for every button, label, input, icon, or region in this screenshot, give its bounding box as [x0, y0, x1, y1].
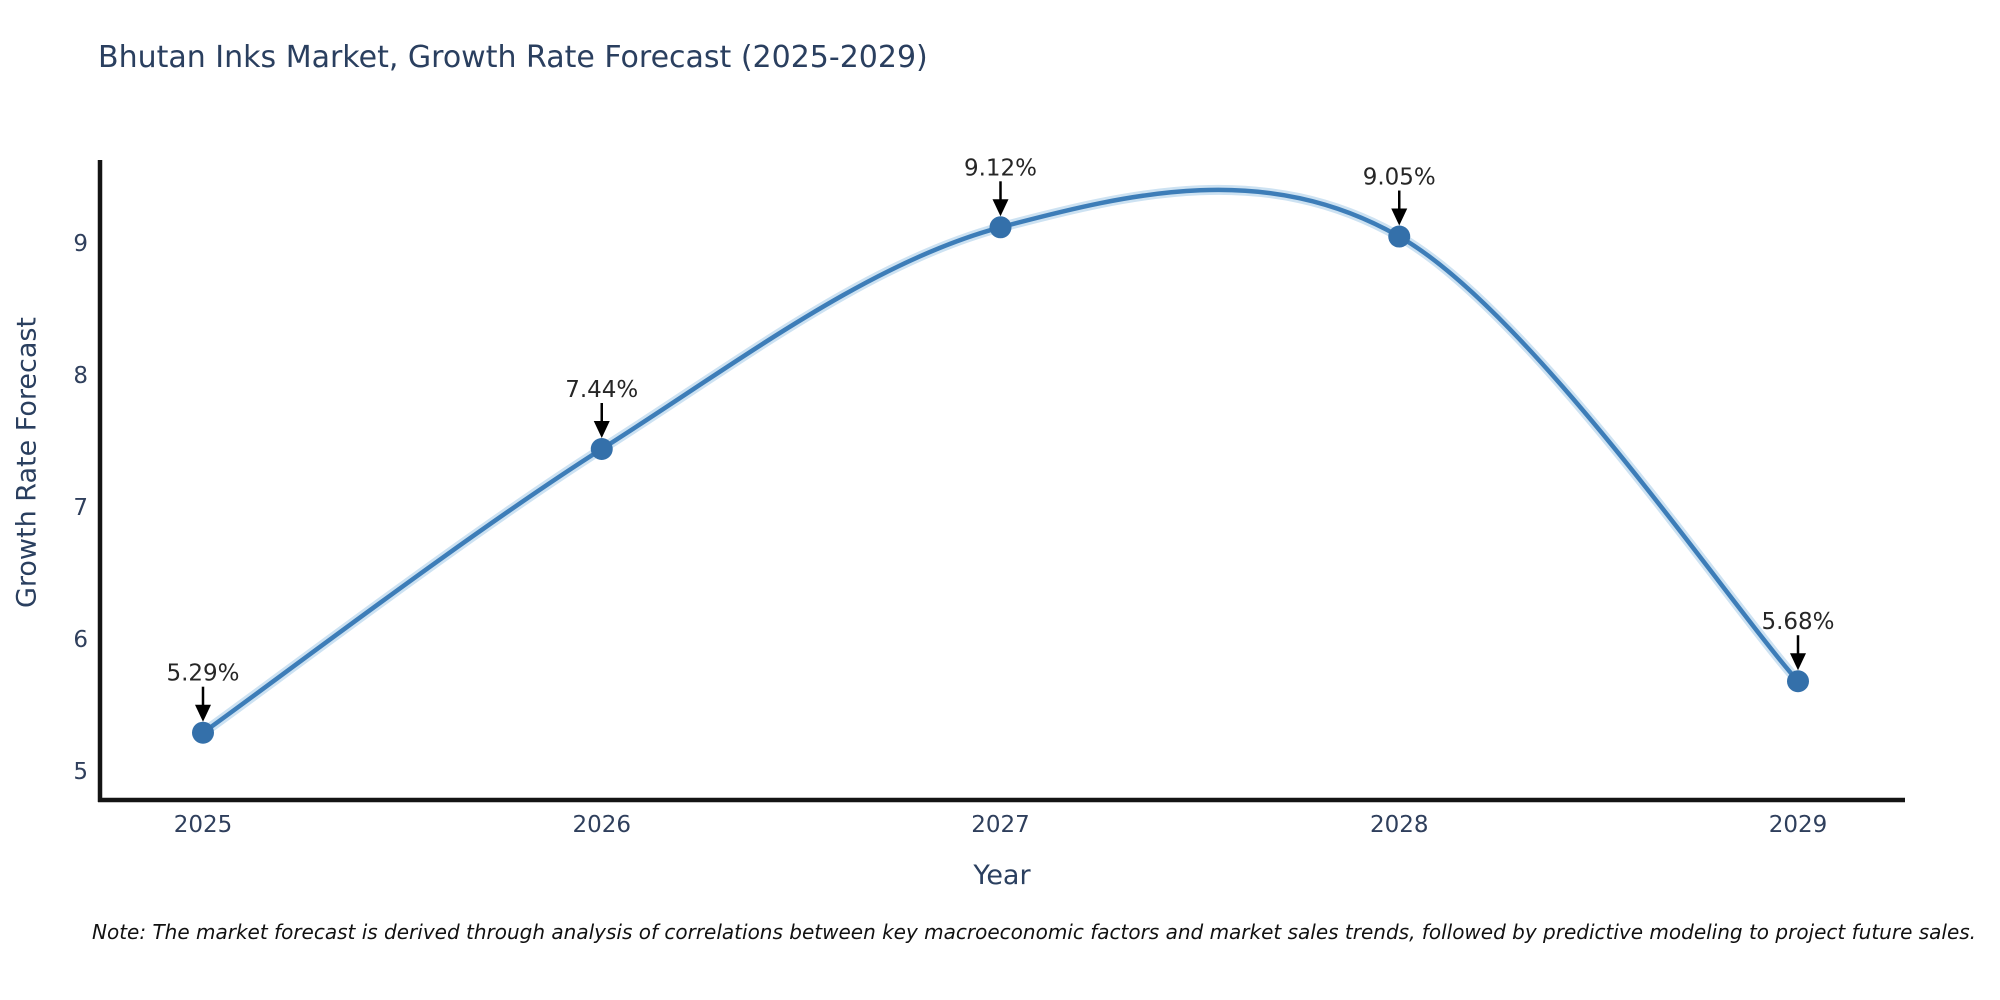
- data-point-marker: [989, 216, 1012, 239]
- x-axis-title: Year: [973, 860, 1031, 891]
- x-tick-label: 2026: [572, 812, 631, 838]
- annotation-label: 9.12%: [964, 155, 1037, 181]
- annotation-arrow-head: [1790, 653, 1806, 671]
- axes: [97, 160, 1905, 803]
- y-tick-label: 7: [73, 495, 88, 521]
- y-tick-label: 9: [73, 231, 88, 257]
- data-point-marker: [192, 721, 214, 744]
- chart-title: Bhutan Inks Market, Growth Rate Forecast…: [98, 40, 928, 75]
- x-tick-labels: 2025 2026 2027 2028 2029: [174, 812, 1828, 838]
- data-point-marker: [590, 437, 613, 460]
- x-tick-label: 2027: [971, 812, 1030, 838]
- annotation-label: 9.05%: [1363, 165, 1436, 191]
- x-tick-label: 2028: [1370, 812, 1429, 838]
- forecast-line-path: [200, 187, 1801, 735]
- annotation-label: 5.68%: [1761, 609, 1834, 635]
- annotation-arrow-head: [195, 704, 211, 722]
- annotation-arrow-head: [593, 420, 610, 438]
- y-axis-title: Growth Rate Forecast: [11, 316, 43, 609]
- footnote: Note: The market forecast is derived thr…: [92, 920, 1977, 944]
- y-tick-label: 5: [73, 759, 88, 785]
- annotation-label: 5.29%: [166, 661, 239, 687]
- annotation-label: 7.44%: [565, 377, 638, 403]
- x-tick-label: 2025: [174, 812, 233, 838]
- x-tick-label: 2029: [1769, 812, 1828, 838]
- point-annotations: 5.29% 7.44% 9.12% 9.05% 5.68%: [166, 155, 1835, 722]
- data-point-marker: [1787, 670, 1809, 693]
- y-tick-label: 6: [73, 627, 88, 653]
- forecast-line-halo: [198, 184, 1803, 738]
- data-point-marker: [1388, 225, 1411, 248]
- data-point-markers: [192, 216, 1809, 744]
- y-tick-label: 8: [73, 363, 88, 389]
- annotation-arrow-head: [1391, 208, 1408, 226]
- y-tick-labels: 5 6 7 8 9: [73, 231, 88, 785]
- annotation-arrow-head: [992, 199, 1009, 217]
- forecast-line: [198, 184, 1803, 738]
